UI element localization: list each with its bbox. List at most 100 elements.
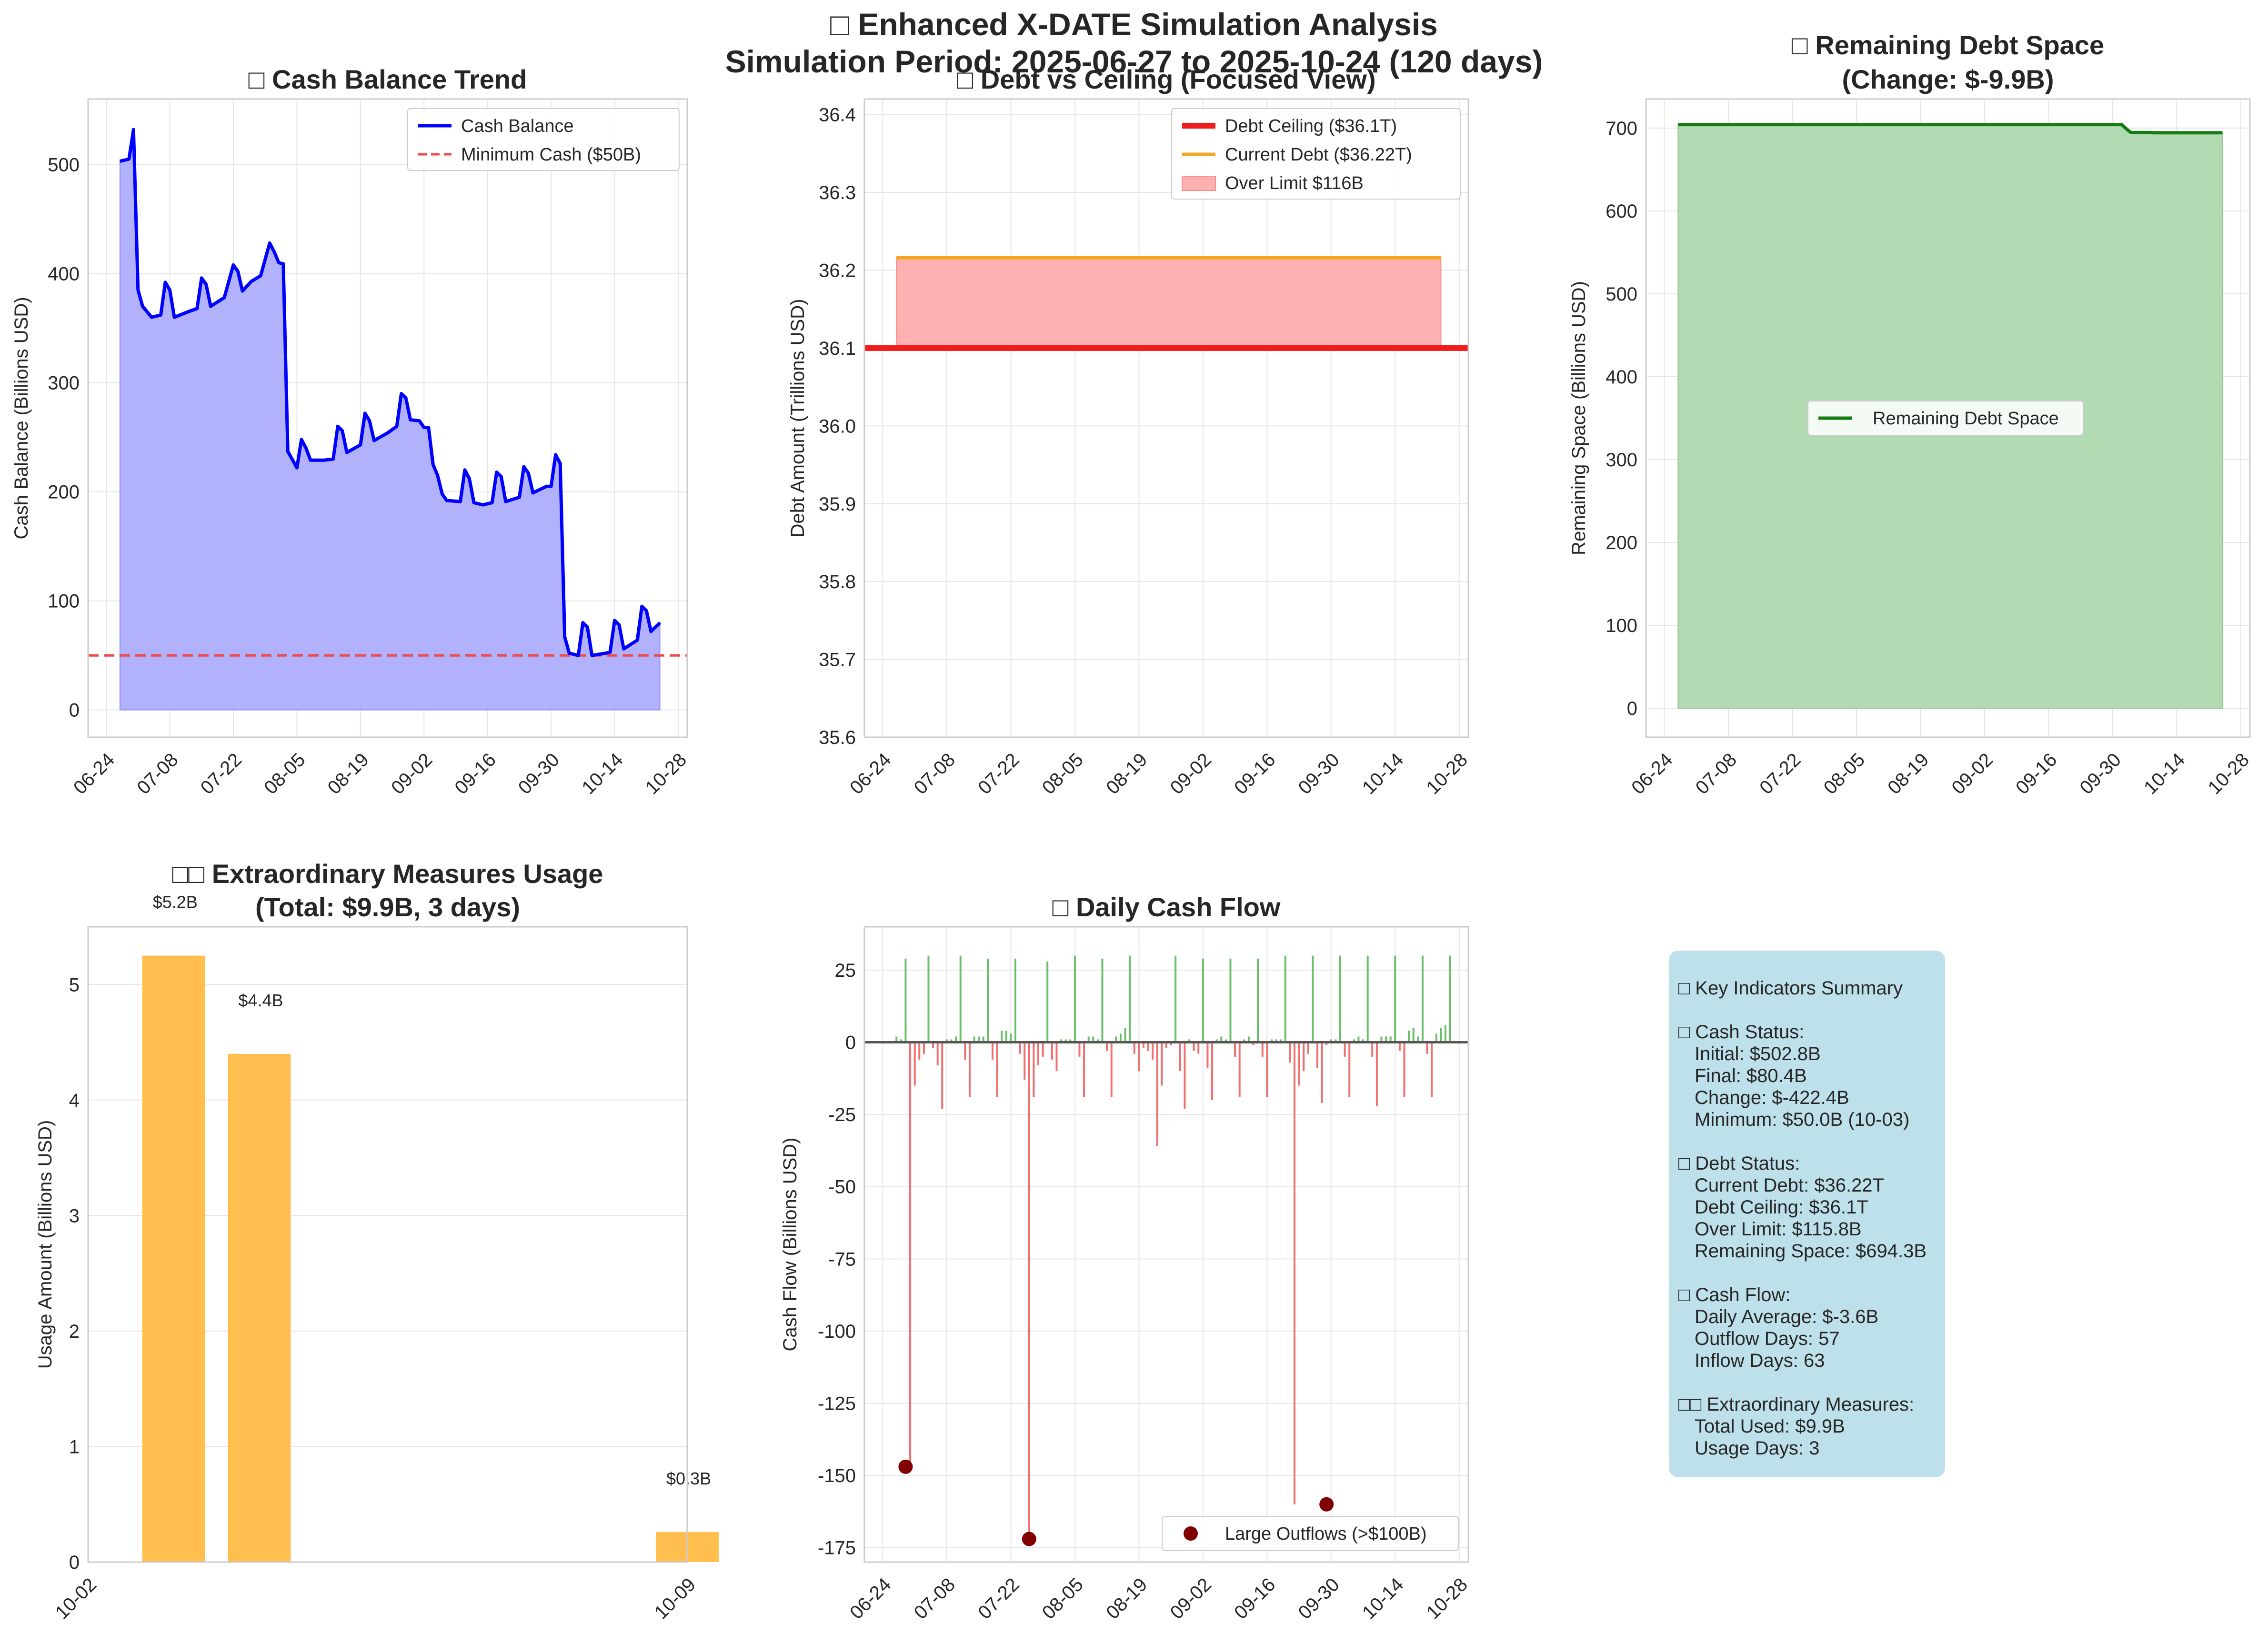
- x-tick-label: 10-14: [578, 749, 627, 798]
- y-tick-label: 36.1: [819, 338, 856, 359]
- y-tick-label: 4: [69, 1090, 80, 1111]
- cash-balance-area: [119, 129, 661, 711]
- y-tick-label: 36.0: [819, 416, 856, 437]
- y-tick-label: 400: [48, 263, 80, 284]
- y-tick-label: 200: [1606, 532, 1637, 553]
- figure-title-line2: Simulation Period: 2025-06-27 to 2025-10…: [725, 44, 1543, 79]
- cash-balance-line: [119, 128, 662, 657]
- y-tick-label: 1: [69, 1436, 80, 1457]
- y-tick-label: 35.8: [819, 571, 856, 592]
- measure-bar: [142, 955, 205, 1562]
- x-tick-label: 09-16: [1230, 1574, 1279, 1623]
- x-tick-label: 08-05: [1038, 749, 1087, 798]
- x-tick-label: 06-24: [846, 749, 895, 798]
- measures-title: □□ Extraordinary Measures Usage: [172, 859, 603, 889]
- y-tick-label: 35.6: [819, 727, 856, 748]
- x-tick-label: 09-16: [1230, 749, 1279, 798]
- summary-cash-final: Final: $80.4B: [1695, 1065, 1807, 1086]
- summary-heading: □ Key Indicators Summary: [1678, 978, 1903, 999]
- figure-title-line1: □ Enhanced X-DATE Simulation Analysis: [830, 7, 1438, 42]
- space-legend-box: [1807, 401, 2084, 436]
- y-tick-label: 36.2: [819, 261, 856, 281]
- y-tick-label: 0: [69, 700, 80, 721]
- x-tick-label: 10-14: [2140, 749, 2189, 798]
- summary-debt-remaining: Remaining Space: $694.3B: [1695, 1241, 1927, 1262]
- legend-large-outflow-label: Large Outflows (>$100B): [1225, 1524, 1427, 1544]
- summary-measures-header: □□ Extraordinary Measures:: [1678, 1394, 1914, 1415]
- y-tick-label: 35.9: [819, 494, 856, 515]
- x-tick-label: 09-02: [1948, 749, 1997, 798]
- x-tick-label: 09-30: [1295, 749, 1344, 798]
- legend-min-label: Minimum Cash ($50B): [461, 145, 641, 165]
- measures-subtitle: (Total: $9.9B, 3 days): [255, 892, 520, 922]
- daily-cash-flow-title: □ Daily Cash Flow: [1053, 892, 1281, 922]
- large-outflow-marker: [1022, 1532, 1036, 1546]
- cash-balance-title: □ Cash Balance Trend: [249, 64, 527, 94]
- measure-bar: [228, 1053, 291, 1562]
- debt-ceiling-ylabel: Debt Amount (Trillions USD): [787, 299, 808, 538]
- x-tick-label: 10-28: [642, 749, 691, 798]
- x-tick-label: 07-08: [133, 749, 182, 798]
- key-indicators-summary: □ Key Indicators Summary □ Cash Status: …: [1669, 951, 1945, 1477]
- summary-box: [1669, 951, 1945, 1477]
- debt-legend-box: [1171, 108, 1461, 200]
- y-tick-label: 300: [1606, 450, 1637, 471]
- x-tick-label: 07-22: [197, 749, 246, 798]
- x-tick-label: 07-08: [1692, 749, 1741, 798]
- y-tick-label: 2: [69, 1321, 80, 1342]
- summary-debt-current: Current Debt: $36.22T: [1695, 1175, 1884, 1196]
- y-tick-label: 36.4: [819, 105, 856, 126]
- debt-ceiling-title: □ Debt vs Ceiling (Focused View): [957, 64, 1375, 94]
- legend-ceiling-label: Debt Ceiling ($36.1T): [1225, 116, 1397, 136]
- x-tick-label: 08-19: [1102, 749, 1151, 798]
- y-tick-label: 3: [69, 1205, 80, 1226]
- summary-flow-inflow-days: Inflow Days: 63: [1695, 1350, 1825, 1371]
- x-tick-label: 07-22: [974, 1574, 1023, 1623]
- x-tick-label: 07-22: [974, 749, 1023, 798]
- summary-debt-ceiling: Debt Ceiling: $36.1T: [1695, 1197, 1868, 1218]
- x-tick-label: 10-14: [1358, 749, 1407, 798]
- debt-ceiling-panel: 06-24 07-08 07-22 08-05 08-19 09-02 09-16 09-30…: [787, 64, 1472, 799]
- x-tick-label: 07-08: [910, 749, 959, 798]
- y-tick-label: 100: [1606, 615, 1637, 636]
- y-tick-label: 0: [1627, 698, 1637, 719]
- y-tick-label: -125: [818, 1393, 856, 1414]
- daily-cash-flow-axes: [863, 926, 1469, 1563]
- x-tick-label: 09-30: [1295, 1574, 1344, 1623]
- summary-flow-average: Daily Average: $-3.6B: [1695, 1306, 1878, 1327]
- remaining-space-ylabel: Remaining Space (Billions USD): [1568, 281, 1589, 555]
- remaining-space-title: □ Remaining Debt Space: [1792, 30, 2104, 60]
- summary-cash-minimum: Minimum: $50.0B (10-03): [1695, 1109, 1909, 1130]
- x-tick-label: 09-02: [1166, 1574, 1215, 1623]
- remaining-space-axes: [1645, 98, 2251, 738]
- x-tick-label: 06-24: [846, 1574, 895, 1623]
- large-outflow-marker: [1319, 1497, 1334, 1512]
- x-tick-label: 10-02: [51, 1574, 100, 1623]
- over-limit-area: [896, 257, 1442, 349]
- y-tick-label: 500: [48, 154, 80, 175]
- x-tick-label: 09-16: [451, 749, 500, 798]
- y-tick-label: 500: [1606, 284, 1637, 305]
- cash-balance-ylabel: Cash Balance (Billions USD): [11, 297, 32, 539]
- legend-over-swatch: [1182, 176, 1216, 191]
- flow-legend-box: [1162, 1516, 1459, 1551]
- x-tick-label: 07-22: [1756, 749, 1805, 798]
- legend-large-outflow-swatch: [1184, 1526, 1198, 1541]
- x-tick-label: 10-28: [2204, 749, 2253, 798]
- x-tick-label: 09-02: [1166, 749, 1215, 798]
- measure-bar-label: $0.3B: [666, 1469, 711, 1488]
- y-tick-label: 300: [48, 373, 80, 394]
- y-tick-label: 36.3: [819, 182, 856, 203]
- y-tick-label: 200: [48, 482, 80, 503]
- x-tick-label: 10-28: [1422, 749, 1471, 798]
- y-tick-label: 700: [1606, 118, 1637, 139]
- x-tick-label: 08-19: [324, 749, 373, 798]
- daily-cash-flow-ylabel: Cash Flow (Billions USD): [780, 1138, 801, 1352]
- y-tick-label: -50: [828, 1177, 856, 1198]
- y-tick-label: -175: [818, 1538, 856, 1559]
- x-tick-label: 08-05: [1038, 1574, 1087, 1623]
- summary-flow-outflow-days: Outflow Days: 57: [1695, 1328, 1840, 1349]
- daily-cash-flow-panel: 06-24 07-08 07-22 08-05 08-19 09-02 09-16 09-30…: [780, 892, 1472, 1624]
- cash-legend-box: [407, 108, 680, 171]
